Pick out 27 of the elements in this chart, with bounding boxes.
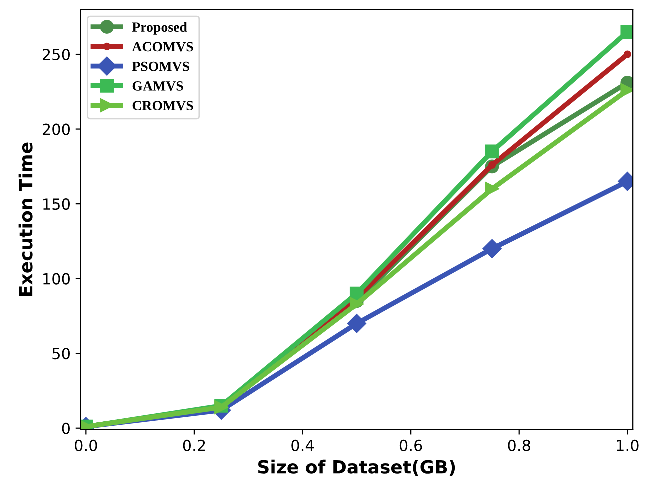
legend-label: GAMVS [132, 82, 184, 91]
legend-label: ACOMVS [132, 42, 194, 52]
point [482, 239, 502, 258]
x-tick-label: 0.0 [75, 440, 98, 452]
x-tick-label: 1.0 [617, 440, 639, 452]
y-tick-label: 150 [44, 198, 70, 210]
x-tick-label: 0.2 [183, 440, 206, 452]
x-tick-label: 0.8 [508, 440, 530, 452]
point [620, 25, 634, 40]
y-tick-label: 200 [42, 124, 70, 136]
x-tick-label: 0.4 [292, 440, 314, 452]
legend-label: PSOMVS [132, 62, 190, 72]
x-axis-title: Size of Dataset(GB) [258, 460, 456, 476]
point [347, 314, 366, 334]
point [485, 182, 500, 196]
y-axis-title: Execution Time [18, 142, 33, 296]
point [485, 144, 500, 159]
y-tick-label: 100 [44, 273, 70, 285]
point [350, 297, 364, 312]
x-tick-label: 0.6 [400, 440, 422, 452]
y-tick-label: 250 [42, 48, 70, 61]
point [620, 83, 634, 98]
legend-label: CROMVS [132, 101, 194, 111]
y-tick-label: 0 [62, 422, 70, 434]
legend-label: Proposed [132, 22, 188, 35]
y-tick-label: 50 [52, 348, 70, 360]
point [624, 50, 632, 58]
